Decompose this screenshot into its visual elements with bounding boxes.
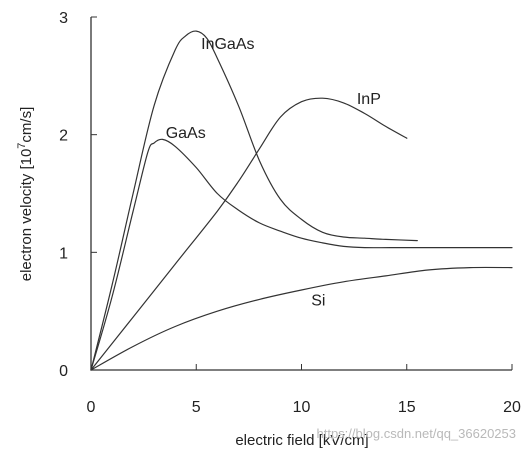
- y-axis-title-exponent: 7: [16, 143, 28, 149]
- series-line-si: [90, 266, 513, 371]
- y-axis-title-main: electron velocity [10: [18, 149, 35, 282]
- x-tick-label: 5: [192, 399, 201, 416]
- x-tick-label: 10: [293, 399, 311, 416]
- y-tick-label: 0: [59, 363, 68, 380]
- series-label-si: Si: [311, 292, 325, 309]
- axes: [90, 17, 512, 371]
- y-tick-label: 2: [59, 128, 68, 145]
- y-tick-label: 3: [59, 10, 68, 27]
- series-label-inp: InP: [357, 91, 381, 108]
- label-group: InGaAs GaAs InP Si: [166, 36, 381, 310]
- x-tick-label: 15: [398, 399, 416, 416]
- x-tick-label: 0: [87, 399, 96, 416]
- tick-group: 0 5 10 15 20 0 1 2 3: [59, 10, 521, 416]
- y-axis-title-unit: cm/s]: [18, 107, 35, 143]
- series-label-ingaas: InGaAs: [201, 36, 254, 53]
- y-axis-title: electron velocity [107cm/s]: [16, 107, 35, 282]
- series-line-inp: [90, 97, 408, 371]
- y-tick-label: 1: [59, 245, 68, 262]
- series-line-ingaas: [90, 30, 418, 371]
- series-line-gaas: [90, 138, 513, 371]
- curve-group: [90, 30, 513, 371]
- series-label-gaas: GaAs: [166, 125, 206, 142]
- watermark-text: https://blog.csdn.net/qq_36620253: [317, 426, 517, 441]
- x-tick-label: 20: [503, 399, 521, 416]
- x-axis-title: electric field [kV/cm]: [235, 432, 368, 449]
